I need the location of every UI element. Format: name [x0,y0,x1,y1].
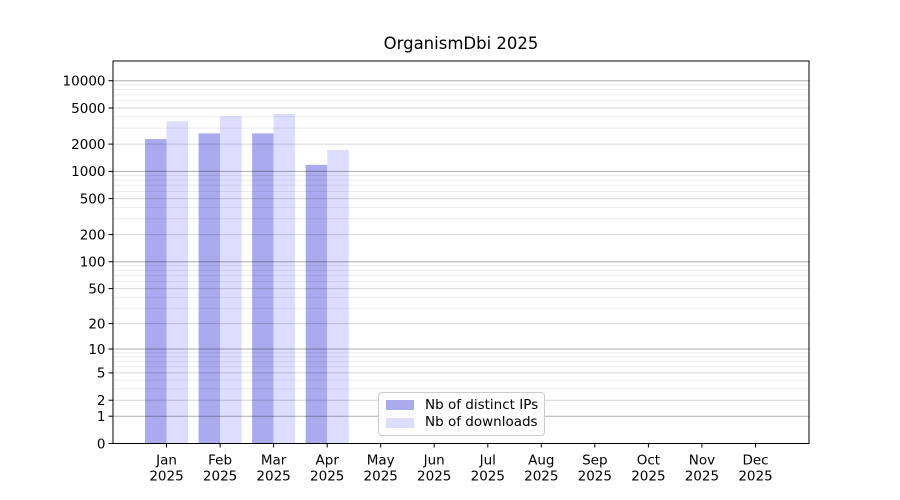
x-tick-label-month: Apr [316,453,340,469]
y-tick-label: 10 [88,342,105,358]
legend-swatch-downloads [386,417,414,428]
x-tick-label-year: 2025 [578,469,612,485]
bar-distinct-ips-jan [145,139,167,444]
legend-label-distinct-ips: Nb of distinct IPs [425,396,539,413]
legend-swatch-distinct-ips [386,400,414,411]
bar-downloads-mar [273,113,296,444]
y-tick-label: 5000 [71,101,105,117]
y-tick-label: 2 [97,393,106,409]
bar-downloads-apr [327,150,349,444]
y-tick-label: 50 [88,281,105,297]
y-tick-label: 2000 [71,137,105,153]
x-tick-label-month: Sep [582,453,607,469]
y-tick-label: 100 [80,255,106,271]
bar-downloads-jan [166,121,188,444]
bar-distinct-ips-mar [252,133,274,444]
x-tick-label-year: 2025 [310,469,344,485]
x-tick-label-month: Dec [742,453,768,469]
legend-label-downloads: Nb of downloads [425,414,538,431]
x-tick-label-year: 2025 [149,469,183,485]
x-tick-label-year: 2025 [471,469,505,485]
x-tick-label-year: 2025 [631,469,665,485]
bar-downloads-feb [220,116,242,444]
legend-item-distinct-ips: Nb of distinct IPs [386,397,540,414]
x-tick-label-year: 2025 [738,469,772,485]
y-tick-label: 20 [88,316,105,332]
x-tick-label-month: Mar [261,453,287,469]
x-tick-label-month: Aug [528,453,554,469]
bar-distinct-ips-feb [198,133,221,444]
x-tick-label-year: 2025 [364,469,398,485]
x-tick-label-year: 2025 [685,469,719,485]
x-tick-label-year: 2025 [203,469,237,485]
x-tick-label-year: 2025 [417,469,451,485]
y-tick-label: 200 [80,227,106,243]
x-tick-label-month: Nov [689,453,715,469]
bar-distinct-ips-apr [305,164,328,444]
legend: Nb of distinct IPs Nb of downloads [378,392,545,436]
plot-border [112,60,810,444]
x-tick-label-month: Jan [155,453,177,469]
chart-title: OrganismDbi 2025 [383,34,539,53]
y-tick-label: 10000 [63,74,106,90]
legend-item-downloads: Nb of downloads [386,414,540,431]
y-tick-label: 0 [97,436,106,452]
y-tick-label: 1000 [71,164,105,180]
x-tick-label-month: Jun [423,453,445,469]
y-tick-label: 1 [97,409,106,425]
y-tick-label: 5 [97,366,106,382]
x-tick-label-month: Jul [479,453,496,469]
x-tick-label-year: 2025 [524,469,558,485]
x-tick-label-month: May [367,453,395,469]
x-tick-label-month: Feb [208,453,232,469]
y-tick-label: 500 [80,191,106,207]
x-tick-label-month: Oct [637,453,660,469]
x-tick-label-year: 2025 [256,469,290,485]
